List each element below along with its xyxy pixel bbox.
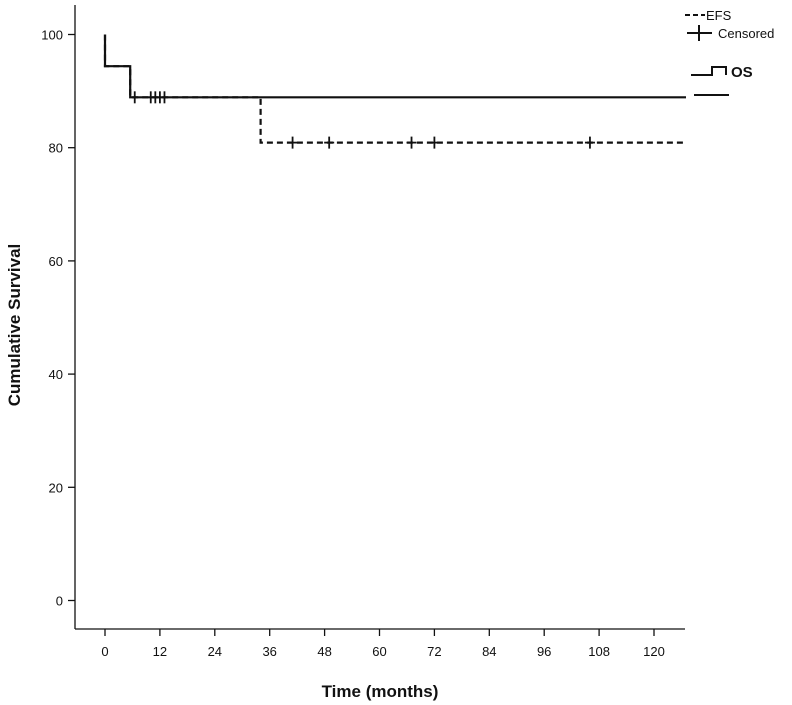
x-tick-label: 96 bbox=[537, 644, 551, 659]
x-tick-label: 60 bbox=[372, 644, 386, 659]
series-os-line bbox=[103, 34, 686, 99]
axes bbox=[74, 5, 685, 630]
x-tick-label: 48 bbox=[317, 644, 331, 659]
y-tick-label: 40 bbox=[49, 367, 63, 382]
legend-efs-label: EFS bbox=[706, 8, 732, 23]
y-tick-label: 100 bbox=[41, 28, 63, 43]
y-tick-label: 0 bbox=[56, 594, 63, 609]
x-ticks: 0 12 24 36 48 60 72 84 96 108 120 bbox=[101, 629, 665, 659]
x-tick-label: 120 bbox=[643, 644, 665, 659]
x-tick-label: 12 bbox=[153, 644, 167, 659]
y-tick-label: 60 bbox=[49, 254, 63, 269]
legend: EFS Censored OS bbox=[685, 8, 774, 96]
x-tick-label: 84 bbox=[482, 644, 496, 659]
series-efs-line bbox=[103, 34, 686, 144]
x-tick-label: 0 bbox=[101, 644, 108, 659]
x-tick-label: 36 bbox=[262, 644, 276, 659]
x-tick-label: 108 bbox=[588, 644, 610, 659]
y-axis-title: Cumulative Survival bbox=[5, 244, 24, 407]
x-tick-label: 72 bbox=[427, 644, 441, 659]
x-tick-label: 24 bbox=[208, 644, 222, 659]
legend-os-line bbox=[691, 66, 727, 76]
censor-marks bbox=[133, 91, 595, 149]
x-axis-title: Time (months) bbox=[322, 682, 439, 701]
y-tick-label: 20 bbox=[49, 480, 63, 495]
legend-censored-label: Censored bbox=[718, 26, 774, 41]
y-tick-label: 80 bbox=[49, 141, 63, 156]
legend-os-label: OS bbox=[731, 64, 753, 81]
legend-censored-icon bbox=[687, 25, 712, 41]
y-ticks: 0 20 40 60 80 100 bbox=[41, 28, 75, 609]
series-layer bbox=[103, 34, 686, 144]
